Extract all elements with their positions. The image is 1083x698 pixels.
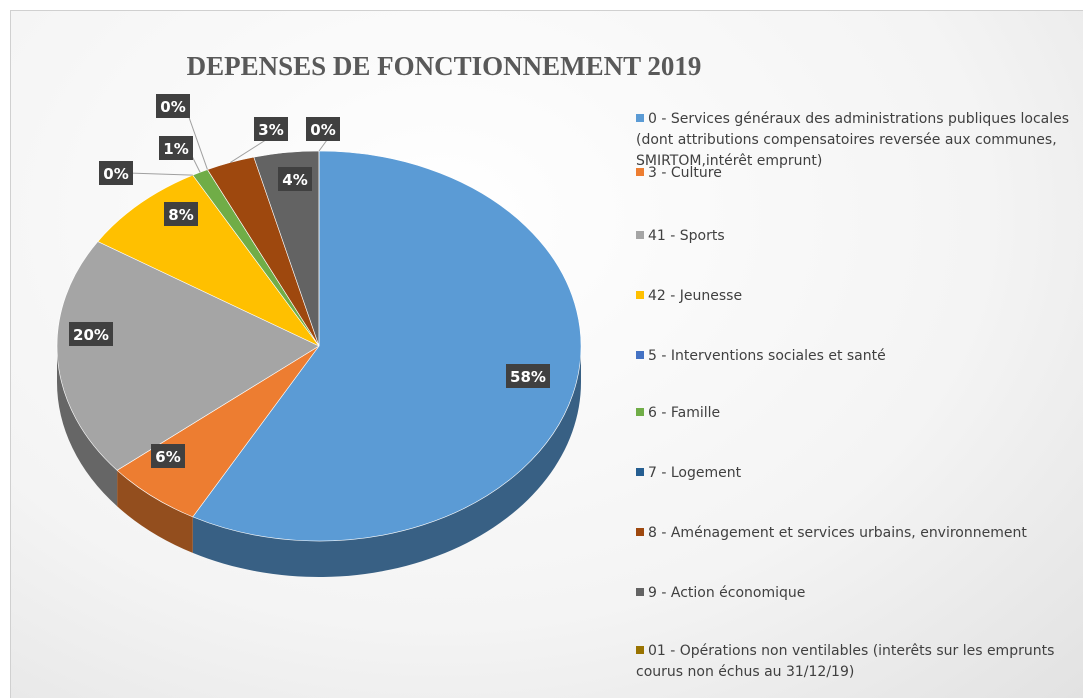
- legend-swatch: [636, 114, 644, 122]
- legend-swatch: [636, 408, 644, 416]
- data-label: 1%: [163, 140, 188, 158]
- chart-area: DEPENSES DE FONCTIONNEMENT 2019 58% 6% 20%…: [10, 10, 1083, 698]
- slice: [97, 174, 320, 347]
- data-label: 20%: [73, 326, 109, 344]
- slice-side: [57, 346, 118, 507]
- legend-label: 0 - Services généraux des administration…: [636, 111, 1070, 169]
- slice: [56, 241, 320, 471]
- legend-label: 42 - Jeunesse: [648, 288, 743, 304]
- legend-label: 7 - Logement: [648, 465, 742, 481]
- chart: DEPENSES DE FONCTIONNEMENT 2019 58% 6% 20%…: [56, 51, 702, 577]
- data-label-box: [156, 94, 190, 118]
- legend-swatch: [636, 291, 644, 299]
- legend-label: 3 - Culture: [648, 165, 722, 181]
- data-label: 58%: [510, 368, 546, 386]
- slice: [192, 150, 582, 542]
- data-label: 0%: [160, 98, 185, 116]
- legend-label: 8 - Aménagement et services urbains, env…: [648, 525, 1027, 541]
- legend-label: 5 - Interventions sociales et santé: [648, 348, 886, 364]
- data-label-box: [506, 364, 550, 388]
- data-label: 8%: [168, 206, 193, 224]
- legend-label: 9 - Action économique: [648, 585, 806, 601]
- legend-item: 01 - Opérations non ventilables (interêt…: [636, 641, 1076, 683]
- data-label: 0%: [310, 121, 335, 139]
- legend-swatch: [636, 351, 644, 359]
- chart-title: DEPENSES DE FONCTIONNEMENT 2019: [187, 51, 702, 81]
- legend-swatch: [636, 528, 644, 536]
- legend-item: 41 - Sports: [636, 226, 1076, 247]
- data-label-box: [254, 117, 288, 141]
- legend-swatch: [636, 646, 644, 654]
- data-label-box: [164, 202, 198, 226]
- legend-swatch: [636, 588, 644, 596]
- data-label-box: [306, 117, 340, 141]
- legend-item: 7 - Logement: [636, 463, 1076, 484]
- legend-swatch: [636, 468, 644, 476]
- data-label-box: [278, 167, 312, 191]
- legend-label: 6 - Famille: [648, 405, 721, 421]
- legend-swatch: [636, 168, 644, 176]
- legend-item: 0 - Services généraux des administration…: [636, 109, 1076, 172]
- data-label: 4%: [282, 171, 307, 189]
- data-label-box: [151, 444, 185, 468]
- legend-item: 9 - Action économique: [636, 583, 1076, 604]
- legend-item: 6 - Famille: [636, 403, 1076, 424]
- data-label-box: [69, 322, 113, 346]
- legend-swatch: [636, 231, 644, 239]
- data-label: 6%: [155, 448, 180, 466]
- legend-item: 3 - Culture: [636, 163, 1076, 184]
- data-label-box: [99, 161, 133, 185]
- slice-side: [117, 470, 193, 553]
- data-label-box: [159, 136, 193, 160]
- legend-item: 42 - Jeunesse: [636, 286, 1076, 307]
- legend-label: 41 - Sports: [648, 228, 725, 244]
- slice-side: [192, 346, 582, 577]
- data-label: 3%: [258, 121, 283, 139]
- data-label: 0%: [103, 165, 128, 183]
- legend-item: 8 - Aménagement et services urbains, env…: [636, 523, 1027, 544]
- legend-label: 01 - Opérations non ventilables (interêt…: [636, 643, 1055, 680]
- legend-item: 5 - Interventions sociales et santé: [636, 346, 1076, 367]
